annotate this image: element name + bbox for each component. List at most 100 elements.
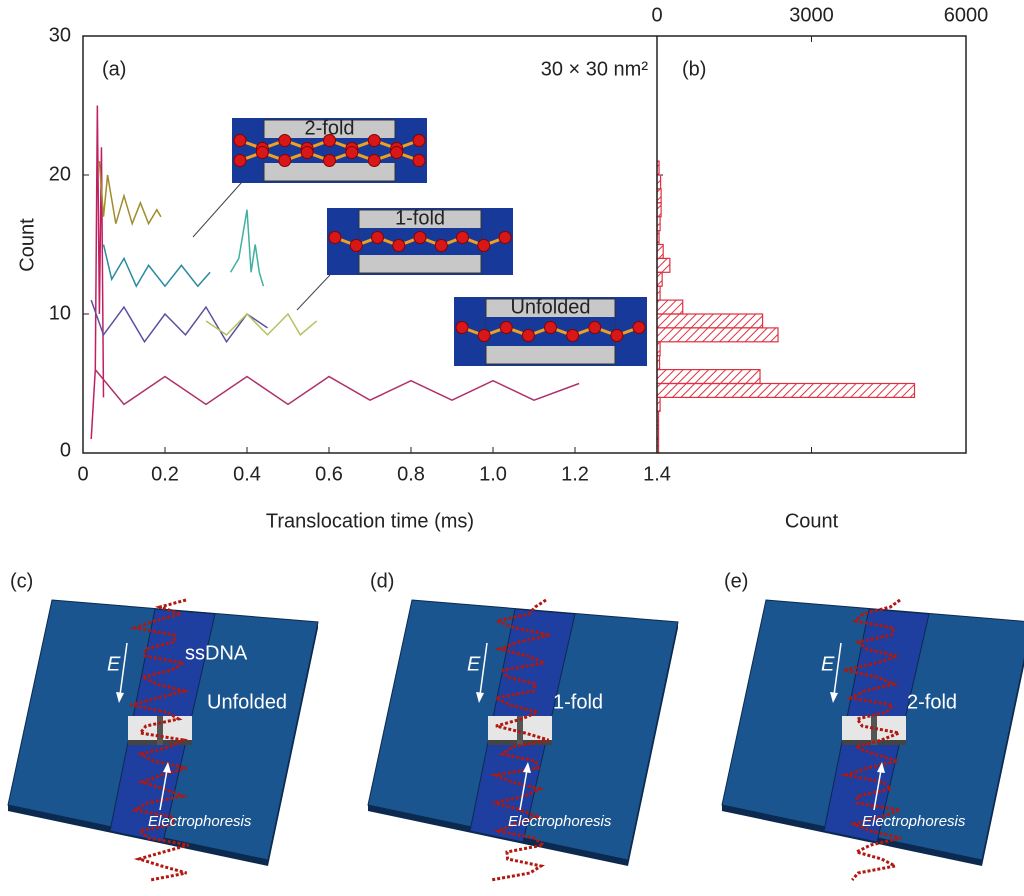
field-arrow: [119, 642, 128, 696]
y-tick-label: 30: [49, 24, 71, 46]
bead: [300, 146, 314, 159]
arrow-head: [830, 692, 838, 703]
pore-hole: [157, 716, 163, 745]
bead: [412, 134, 426, 147]
x-tick-label: 6000: [944, 4, 989, 26]
bead: [233, 134, 247, 147]
field-arrow: [479, 642, 488, 696]
bead: [456, 231, 469, 244]
flow-arrow: [159, 769, 168, 811]
trace: [205, 312, 318, 336]
bead: [455, 321, 469, 334]
x-tick-label: 0.6: [315, 463, 343, 485]
field-label: E: [821, 653, 835, 675]
field-arrow: [833, 642, 842, 696]
bead: [566, 329, 580, 342]
inset: Unfolded: [454, 296, 647, 366]
trace: [98, 161, 162, 226]
bead: [521, 329, 535, 342]
bar: [656, 327, 779, 343]
x-label: Translocation time (ms): [266, 510, 474, 532]
bead: [233, 154, 247, 167]
y-tick-label: 10: [49, 302, 71, 324]
y-tick-label: 20: [49, 163, 71, 185]
bead: [413, 231, 427, 244]
trace: [90, 299, 268, 344]
trace: [94, 369, 580, 406]
bead: [392, 239, 406, 252]
frame: [82, 35, 967, 454]
arrow-head: [523, 762, 531, 773]
bead: [323, 134, 336, 147]
bead: [328, 231, 342, 244]
dna: [840, 598, 906, 881]
y-tick-label: 0: [60, 439, 71, 461]
bead: [412, 154, 426, 167]
trace: [229, 209, 265, 287]
dna: [490, 598, 551, 882]
bead: [610, 329, 624, 342]
bead: [499, 321, 513, 334]
state-label: 1-fold: [553, 691, 603, 713]
bar: [656, 243, 664, 259]
inset: 1-fold: [327, 207, 513, 275]
inset-label: Unfolded: [510, 296, 590, 318]
bead: [498, 231, 512, 244]
panel-label: (d): [370, 570, 394, 592]
pore-hole: [871, 716, 877, 745]
inset-label: 1-fold: [395, 207, 445, 229]
panel-label: (b): [682, 58, 706, 80]
bead: [278, 154, 292, 167]
x-tick-label: 0.8: [397, 463, 425, 485]
flow-label: Electrophoresis: [862, 813, 966, 830]
pore-panel: (e) E Electrophoresis 2-fold: [721, 570, 1024, 881]
x-tick-label: 1.2: [561, 463, 589, 485]
flow-label: Electrophoresis: [508, 813, 612, 830]
bead: [544, 321, 557, 334]
panel-label: (e): [724, 570, 748, 592]
trace: [90, 105, 105, 440]
bead: [434, 239, 448, 252]
annotation: 30 × 30 nm²: [541, 58, 649, 80]
x-tick-label: 0.4: [233, 463, 261, 485]
strand-label: ssDNA: [185, 642, 248, 664]
x-label: Count: [785, 510, 839, 532]
leader: [296, 274, 331, 311]
y-label: Count: [16, 218, 38, 272]
x-tick-label: 3000: [789, 4, 834, 26]
bead: [588, 321, 602, 334]
bar: [656, 369, 761, 385]
trace: [102, 244, 211, 288]
flow-arrow: [873, 769, 882, 811]
bead: [367, 154, 381, 167]
bead: [367, 134, 381, 147]
bead: [349, 239, 363, 252]
bead: [390, 146, 404, 159]
field-label: E: [107, 653, 121, 675]
state-label: Unfolded: [207, 691, 287, 713]
field-label: E: [467, 653, 481, 675]
flow-label: Electrophoresis: [148, 813, 252, 830]
bead: [632, 321, 646, 334]
x-tick-label: 0: [77, 463, 88, 485]
leader: [192, 181, 243, 238]
panel-label: (a): [102, 58, 126, 80]
bar: [656, 257, 671, 273]
panel-label: (c): [10, 570, 33, 592]
state-label: 2-fold: [907, 691, 957, 713]
bead: [477, 329, 491, 342]
bead: [255, 146, 269, 159]
bead: [323, 154, 336, 167]
bead: [278, 134, 292, 147]
x-tick-label: 0.2: [151, 463, 179, 485]
x-tick-label: 1.4: [643, 463, 671, 485]
pore-panel: (d) E Electrophoresis 1-fold: [367, 570, 679, 882]
flow-arrow: [519, 769, 528, 811]
arrow-head: [116, 692, 124, 703]
x-tick-label: 1.0: [479, 463, 507, 485]
inset: 2-fold: [232, 117, 427, 183]
arrow-head: [476, 692, 484, 703]
inset-label: 2-fold: [304, 117, 354, 139]
bar: [656, 382, 916, 398]
